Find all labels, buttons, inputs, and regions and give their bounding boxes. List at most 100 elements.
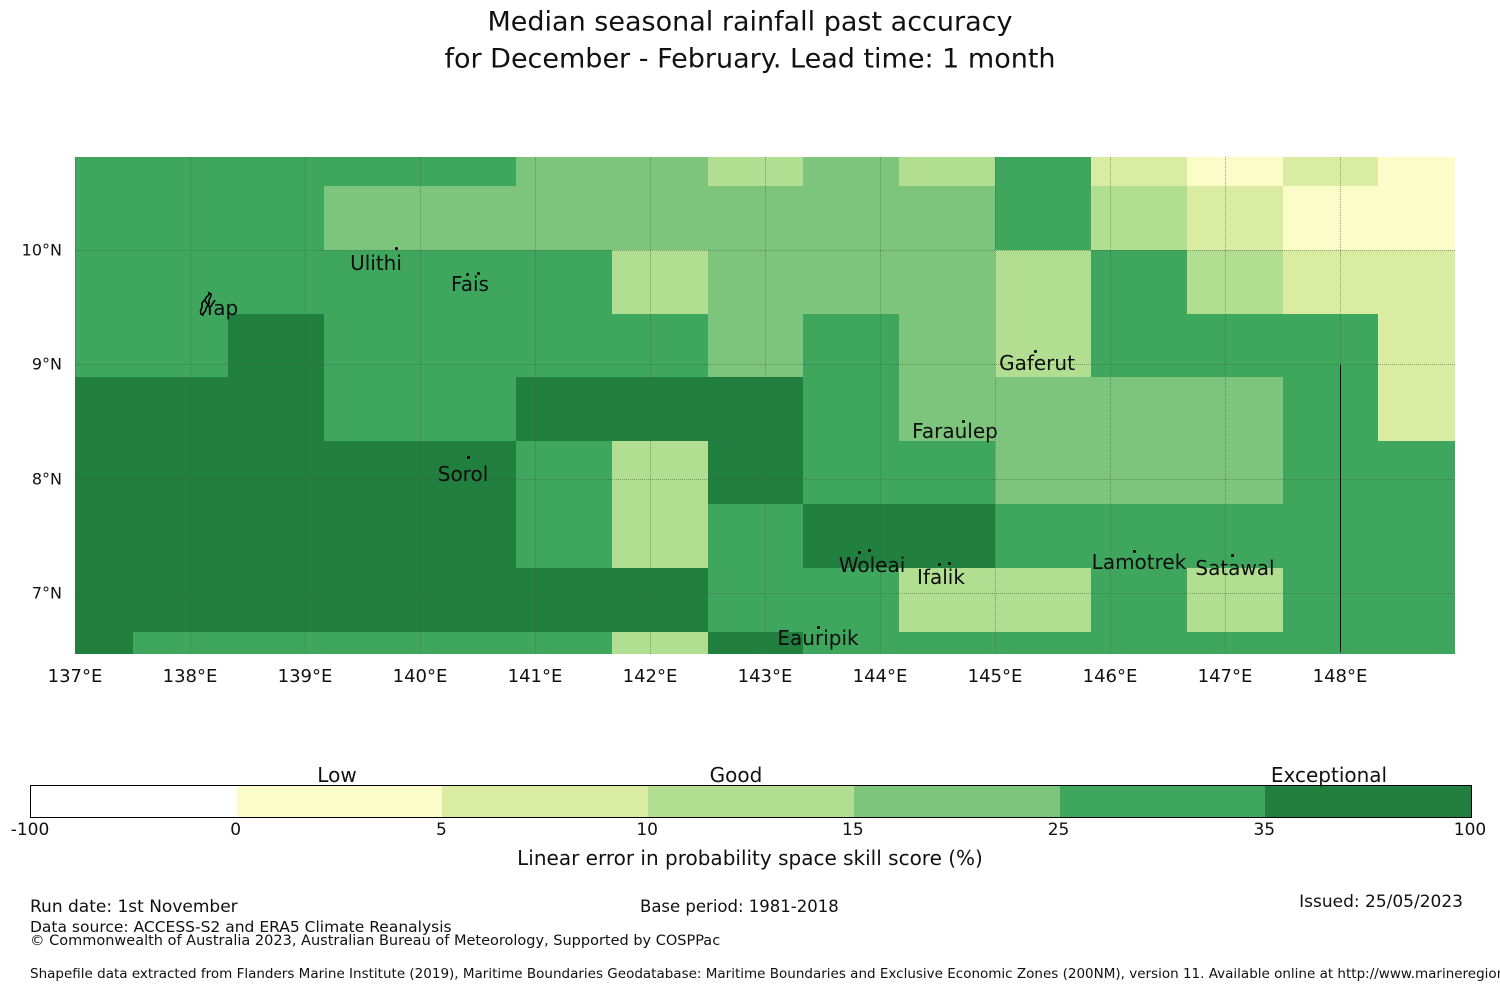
colorbar-segment [1265, 786, 1471, 817]
map-cell [420, 504, 517, 569]
map-cell [1186, 157, 1283, 187]
map-cell [515, 631, 613, 654]
map-cell [1282, 157, 1379, 187]
chart-title-line2: for December - February. Lead time: 1 mo… [444, 43, 1056, 75]
map-cell [228, 157, 325, 187]
map-cell [611, 568, 708, 633]
issued-date-text: Issued: 25/05/2023 [1299, 892, 1463, 912]
colorbar-category-exceptional: Exceptional [1270, 763, 1388, 787]
island-label-fais: Fais [451, 272, 489, 296]
map-cell [707, 313, 804, 378]
skill-map-canvas: Yap Ulithi Fais Sorol Gaferut Faraulep Woleai I… [75, 157, 1455, 654]
map-cell [995, 568, 1092, 633]
map-cell [132, 377, 229, 442]
x-tick-label: 144°E [852, 666, 908, 687]
map-cell [803, 440, 900, 505]
x-tick-label: 148°E [1312, 666, 1368, 687]
map-cell [1378, 186, 1455, 251]
map-cell [1090, 249, 1188, 315]
island-marker-icon [868, 549, 871, 552]
map-cell [995, 504, 1092, 569]
map-cell [228, 568, 325, 633]
map-cell [995, 157, 1092, 187]
y-tick-label: 8°N [31, 469, 62, 489]
map-cell [1282, 313, 1379, 378]
gridline-vertical [1225, 157, 1226, 654]
map-cell [1378, 157, 1455, 187]
map-cell [75, 249, 133, 315]
gridline-horizontal [75, 364, 1455, 366]
map-cell [420, 313, 517, 378]
map-cell [132, 440, 229, 505]
map-cell [995, 631, 1092, 654]
map-cell [75, 157, 133, 187]
map-cell [515, 157, 613, 187]
gridline-horizontal [75, 478, 1455, 480]
map-cell [228, 186, 325, 251]
map-cell [1378, 631, 1455, 654]
gridline-vertical [880, 157, 881, 654]
colorbar-tick-label: 10 [636, 820, 658, 840]
island-label-ifalik: Ifalik [917, 565, 965, 589]
x-tick-label: 141°E [507, 666, 563, 687]
x-tick-label: 143°E [737, 666, 793, 687]
yap-island-outline-icon [199, 291, 212, 317]
map-cell [515, 568, 613, 633]
gridline-vertical [305, 157, 306, 654]
colorbar-tick-label: 25 [1047, 820, 1070, 840]
colorbar-tick-label: 15 [842, 820, 864, 840]
x-tick-label: 147°E [1197, 666, 1253, 687]
map-cell [899, 186, 996, 251]
map-cell [228, 377, 325, 442]
map-cell [803, 631, 900, 654]
map-cell [611, 631, 708, 654]
island-marker-icon [477, 272, 480, 275]
map-cell [1282, 186, 1379, 251]
map-cell [1378, 249, 1455, 315]
colorbar-segment [853, 786, 1060, 817]
map-cell [324, 377, 421, 442]
map-cell [132, 157, 229, 187]
map-cell [324, 440, 421, 505]
map-cell [995, 440, 1092, 505]
data-source-text: Data source: ACCESS-S2 and ERA5 Climate … [30, 918, 452, 936]
x-tick-label: 145°E [967, 666, 1023, 687]
map-cell [803, 186, 900, 251]
map-cell [1378, 568, 1455, 633]
island-marker-icon [858, 551, 861, 554]
island-marker-icon [962, 420, 965, 423]
map-cell [899, 249, 996, 315]
map-cell [899, 440, 996, 505]
x-tick-label: 138°E [162, 666, 218, 687]
colorbar-segment [442, 786, 649, 817]
map-cell [228, 504, 325, 569]
map-cell [1282, 504, 1379, 569]
map-cell [515, 440, 613, 505]
y-tick-label: 10°N [21, 240, 62, 260]
map-cell [1378, 377, 1455, 442]
map-cell [324, 504, 421, 569]
x-tick-label: 140°E [392, 666, 448, 687]
map-cell [1090, 440, 1188, 505]
colorbar-segment [1059, 786, 1266, 817]
map-cell [75, 568, 133, 633]
colorbar-tick-label: 0 [230, 820, 242, 840]
map-cell [1282, 631, 1379, 654]
map-cell [1090, 377, 1188, 442]
map-cell [899, 631, 996, 654]
map-cell [611, 313, 708, 378]
island-marker-icon [817, 626, 820, 629]
gridline-vertical [995, 157, 996, 654]
colorbar-axis-label: Linear error in probability space skill … [517, 846, 983, 870]
island-label-lamotrek: Lamotrek [1091, 550, 1187, 574]
y-tick-label: 7°N [31, 583, 62, 603]
x-tick-label: 137°E [47, 666, 103, 687]
gridline-vertical [765, 157, 766, 654]
map-cell [707, 568, 804, 633]
map-cell [707, 157, 804, 187]
shapefile-attribution-text: Shapefile data extracted from Flanders M… [30, 966, 1500, 982]
map-cell [1282, 377, 1379, 442]
map-cell [899, 313, 996, 378]
base-period-text: Base period: 1981-2018 [640, 897, 839, 916]
map-cell [420, 568, 517, 633]
